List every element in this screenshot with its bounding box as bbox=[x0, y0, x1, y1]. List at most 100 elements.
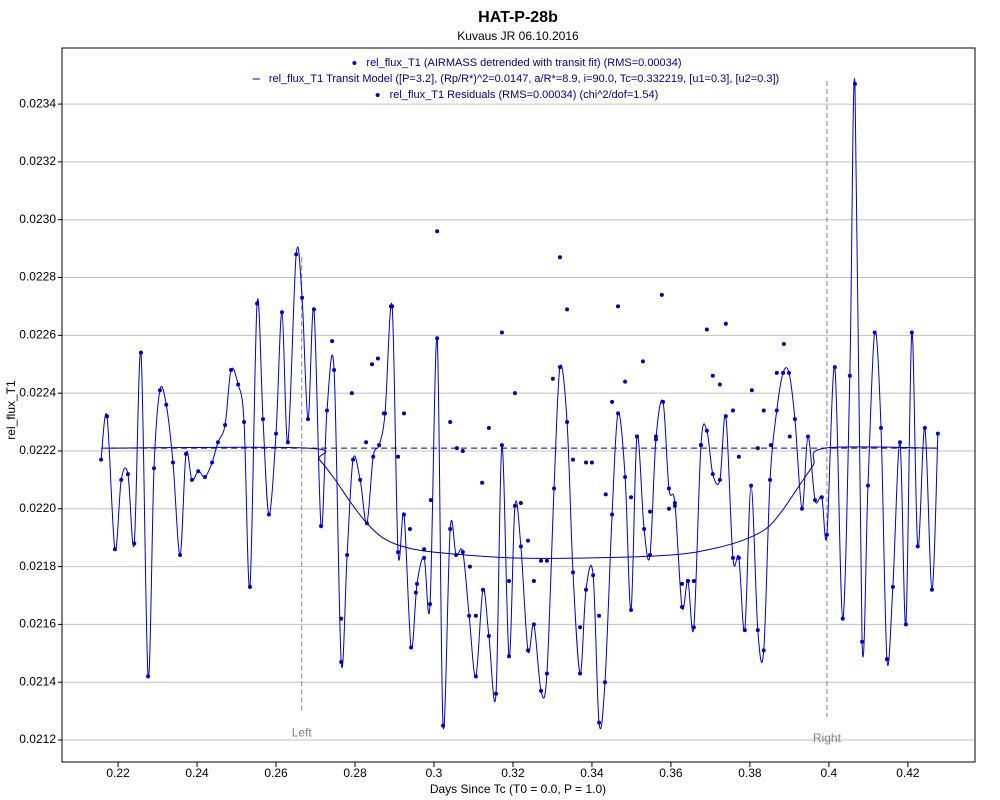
y-axis-label: rel_flux_T1 bbox=[4, 380, 18, 440]
data-point bbox=[507, 579, 512, 584]
x-axis-label: Days Since Tc (T0 = 0.0, P = 1.0) bbox=[430, 782, 606, 796]
data-point bbox=[623, 474, 628, 479]
data-point bbox=[332, 368, 337, 373]
legend-marker bbox=[352, 61, 357, 65]
data-point bbox=[125, 472, 130, 477]
data-point bbox=[616, 411, 621, 416]
data-point bbox=[435, 336, 440, 341]
data-point bbox=[525, 538, 530, 543]
data-point bbox=[929, 587, 934, 592]
data-point bbox=[396, 550, 401, 555]
data-point bbox=[800, 506, 805, 511]
data-point bbox=[364, 440, 369, 445]
data-point bbox=[736, 454, 741, 459]
data-point bbox=[623, 379, 628, 384]
y-tick-label: 0.0216 bbox=[19, 617, 56, 631]
data-point bbox=[832, 365, 837, 370]
data-point bbox=[413, 590, 418, 595]
data-point bbox=[691, 625, 696, 630]
data-point bbox=[704, 327, 709, 332]
data-point bbox=[210, 460, 215, 465]
data-point bbox=[467, 613, 472, 618]
data-point bbox=[330, 339, 335, 344]
data-point bbox=[274, 431, 279, 436]
data-point bbox=[164, 402, 169, 407]
data-point bbox=[603, 492, 608, 497]
data-point bbox=[903, 622, 908, 627]
data-point bbox=[597, 720, 602, 725]
data-point bbox=[473, 613, 478, 618]
data-point bbox=[865, 483, 870, 488]
data-point bbox=[597, 613, 602, 618]
data-point bbox=[415, 581, 420, 586]
data-point bbox=[860, 639, 865, 644]
x-tick-label: 0.4 bbox=[821, 766, 838, 780]
data-point bbox=[774, 370, 779, 375]
data-point bbox=[294, 252, 299, 257]
data-point bbox=[377, 443, 382, 448]
y-tick-label: 0.0234 bbox=[19, 96, 56, 110]
data-point bbox=[441, 723, 446, 728]
data-point bbox=[755, 628, 760, 633]
data-point bbox=[401, 512, 406, 517]
data-point bbox=[388, 304, 393, 309]
data-point bbox=[319, 524, 324, 529]
data-point bbox=[525, 648, 530, 653]
data-point bbox=[591, 573, 596, 578]
x-tick-label: 0.36 bbox=[659, 766, 683, 780]
data-point bbox=[602, 680, 607, 685]
data-point bbox=[723, 321, 728, 326]
data-point bbox=[787, 434, 792, 439]
data-point bbox=[666, 506, 671, 511]
data-point bbox=[813, 498, 818, 503]
data-point bbox=[710, 373, 715, 378]
data-point bbox=[565, 420, 570, 425]
data-point bbox=[480, 480, 485, 485]
data-point bbox=[345, 553, 350, 558]
data-point bbox=[805, 434, 810, 439]
data-point bbox=[428, 498, 433, 503]
data-point bbox=[381, 411, 386, 416]
data-point bbox=[653, 437, 658, 442]
series-line bbox=[106, 446, 936, 559]
data-point bbox=[730, 555, 735, 560]
data-point bbox=[99, 457, 104, 462]
data-point bbox=[915, 544, 920, 549]
x-tick-label: 0.22 bbox=[106, 766, 130, 780]
legend-label: rel_flux_T1 (AIRMASS detrended with tran… bbox=[366, 57, 681, 69]
data-point bbox=[749, 483, 754, 488]
data-point bbox=[358, 477, 363, 482]
data-point bbox=[653, 434, 658, 439]
data-point bbox=[761, 408, 766, 413]
data-point bbox=[119, 477, 124, 482]
data-point bbox=[884, 657, 889, 662]
data-point bbox=[872, 330, 877, 335]
data-point bbox=[640, 359, 645, 364]
data-point bbox=[448, 420, 453, 425]
data-point bbox=[935, 431, 940, 436]
data-point bbox=[742, 628, 747, 633]
data-point bbox=[616, 304, 621, 309]
data-point bbox=[460, 550, 465, 555]
data-point bbox=[300, 295, 305, 300]
plot-frame bbox=[61, 47, 976, 763]
x-tick-label: 0.28 bbox=[343, 766, 367, 780]
y-tick-label: 0.0222 bbox=[19, 443, 56, 457]
data-point bbox=[401, 411, 406, 416]
data-point bbox=[409, 645, 414, 650]
data-point bbox=[578, 671, 583, 676]
data-point bbox=[512, 391, 517, 396]
data-point bbox=[629, 495, 634, 500]
data-point bbox=[407, 527, 412, 532]
data-point bbox=[648, 509, 653, 514]
data-point bbox=[679, 605, 684, 610]
data-point bbox=[736, 555, 741, 560]
data-point bbox=[375, 356, 380, 361]
y-tick-label: 0.0230 bbox=[19, 212, 56, 226]
data-point bbox=[460, 448, 465, 453]
data-point bbox=[634, 434, 639, 439]
data-point bbox=[499, 330, 504, 335]
x-tick-label: 0.34 bbox=[580, 766, 604, 780]
marker-label: Left bbox=[292, 725, 313, 739]
